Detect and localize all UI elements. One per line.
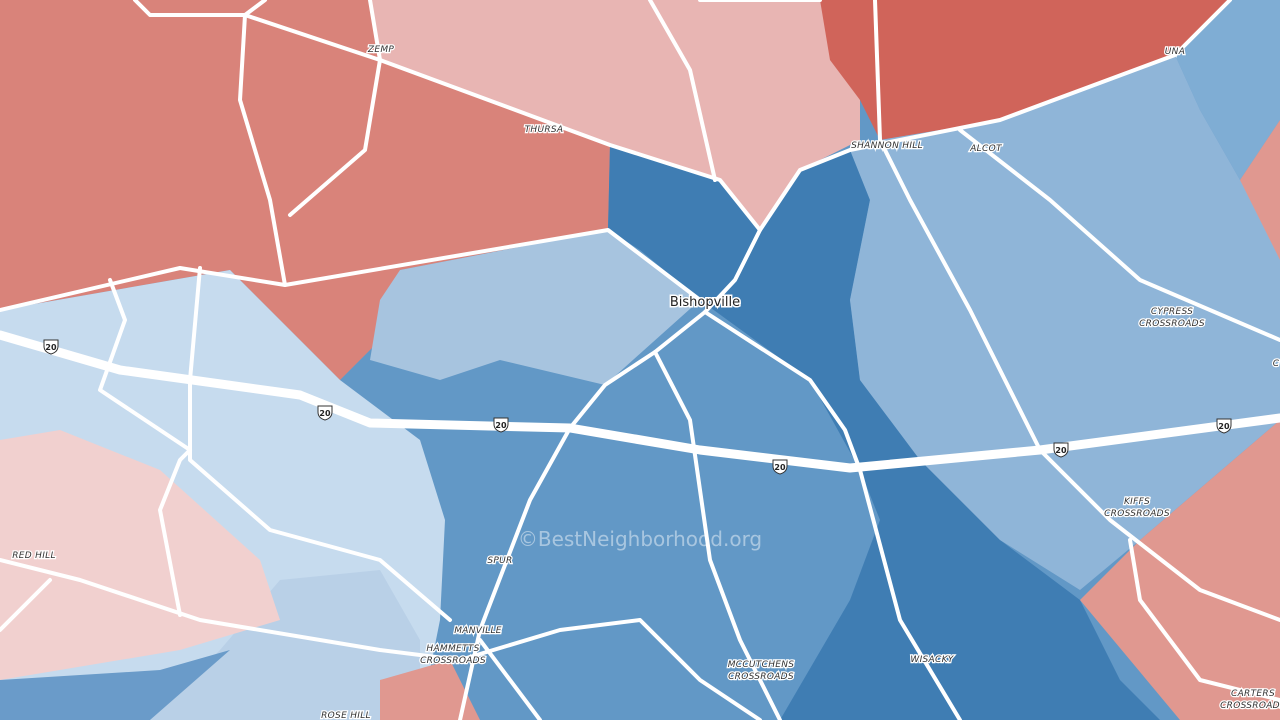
label-line: CYPRESS: [1151, 307, 1193, 317]
label-line: MCCUTCHENS: [728, 660, 795, 670]
place-label: RED HILL: [12, 551, 56, 561]
label-line: ZEMP: [367, 45, 395, 55]
place-label: CARTERS CROSSROADS: [1220, 689, 1280, 711]
city-label: Bishopville: [670, 295, 740, 310]
shield: 20: [493, 417, 509, 433]
place-label: SPUR: [487, 556, 512, 566]
place-label: ALCOT: [969, 144, 1003, 154]
place-labels: ZEMP THURSA SHANNON HILL ALCOT UNA CYPRE…: [11, 44, 1280, 720]
shield-number: 20: [774, 463, 786, 472]
place-label: WISACKY: [910, 655, 954, 665]
shield-number: 20: [495, 421, 507, 430]
label-line: ALCOT: [969, 144, 1003, 154]
shield: 20: [772, 459, 788, 475]
interstate-shields: 20 20 20 20 20 20: [43, 339, 1232, 475]
shield: 20: [1216, 418, 1232, 434]
place-label: SHANNON HILL: [851, 141, 923, 151]
watermark: ©BestNeighborhood.org: [518, 527, 762, 551]
label-line: MANVILLE: [454, 626, 502, 636]
place-label: C: [1273, 359, 1280, 369]
place-label: ZEMP: [367, 45, 395, 55]
label-line: CROSSROADS: [1139, 319, 1205, 329]
place-label: MANVILLE: [454, 626, 502, 636]
label-line: CARTERS: [1231, 689, 1275, 699]
label-line: WISACKY: [910, 655, 954, 665]
shield: 20: [1053, 442, 1069, 458]
place-label: KIFFS CROSSROADS: [1104, 497, 1170, 519]
label-line: ROSE HILL: [321, 711, 371, 720]
label-line: THURSA: [525, 125, 564, 135]
place-label: CYPRESS CROSSROADS: [1139, 307, 1205, 329]
shield-number: 20: [319, 409, 331, 418]
shield: 20: [317, 405, 333, 421]
label-line: CROSSROADS: [1104, 509, 1170, 519]
place-label: ROSE HILL: [321, 711, 371, 720]
label-line: CROSSROADS: [420, 656, 486, 666]
label-line: CROSSROADS: [1220, 701, 1280, 711]
label-line: SPUR: [487, 556, 512, 566]
shield-number: 20: [1218, 422, 1230, 431]
shield: 20: [43, 339, 59, 355]
shield-number: 20: [45, 343, 57, 352]
place-label: UNA: [1165, 47, 1185, 57]
label-line: UNA: [1165, 47, 1185, 57]
label-line: C: [1273, 359, 1280, 369]
place-label: HAMMETTS CROSSROADS: [420, 644, 486, 666]
label-line: CROSSROADS: [728, 672, 794, 682]
label-line: RED HILL: [12, 551, 56, 561]
label-line: SHANNON HILL: [851, 141, 923, 151]
shield-number: 20: [1055, 446, 1067, 455]
label-line: KIFFS: [1124, 497, 1150, 507]
place-label: THURSA: [525, 125, 564, 135]
label-line: HAMMETTS: [426, 644, 479, 654]
place-label: MCCUTCHENS CROSSROADS: [728, 660, 795, 682]
